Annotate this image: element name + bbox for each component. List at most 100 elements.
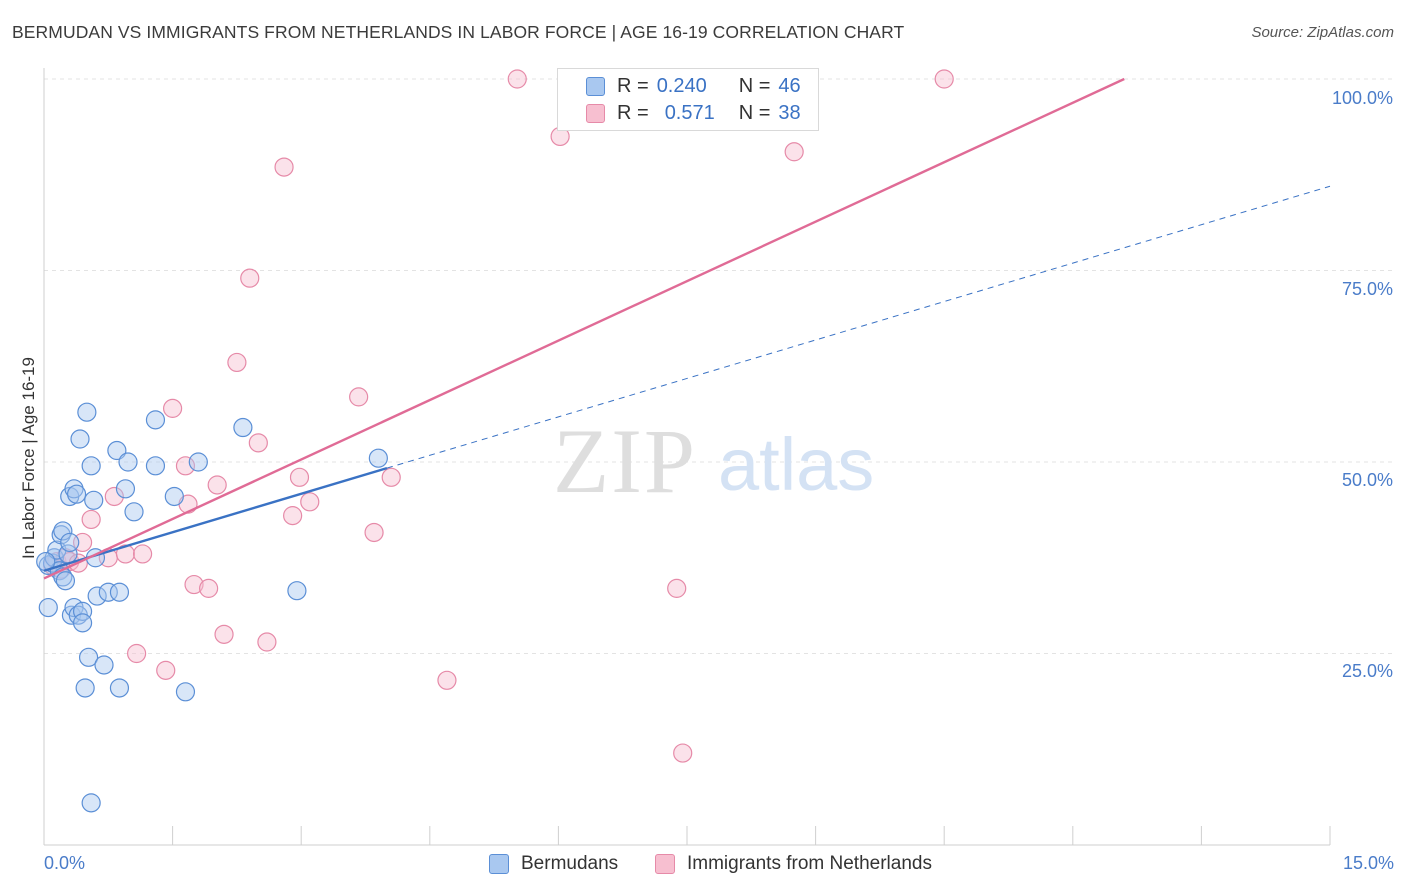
point-bermudans	[87, 586, 107, 606]
point-bermudans	[188, 452, 208, 472]
watermark: ZIP atlas	[553, 410, 874, 512]
legend-r-label: R =	[617, 101, 649, 124]
point-netherlands	[274, 157, 294, 177]
grid-lines	[44, 78, 1392, 654]
point-bermudans	[81, 793, 101, 813]
point-netherlands	[283, 506, 303, 526]
point-bermudans	[109, 582, 130, 602]
point-netherlands	[667, 578, 687, 598]
point-bermudans	[61, 605, 82, 625]
point-netherlands	[156, 660, 176, 680]
point-bermudans	[64, 479, 84, 499]
point-bermudans	[233, 417, 253, 438]
point-bermudans	[115, 479, 136, 499]
bottom-legend-label: Immigrants from Netherlands	[687, 853, 932, 874]
axes	[43, 68, 1331, 846]
point-bermudans	[287, 581, 307, 601]
legend-swatch-blue	[586, 76, 605, 96]
legend-row-netherlands: R = 0.571 N = 38	[586, 101, 801, 125]
point-bermudans	[145, 410, 166, 430]
point-netherlands	[199, 578, 219, 598]
stats-legend: R = 0.240 N = 46 R = 0.571 N = 38	[557, 68, 819, 131]
point-bermudans	[38, 597, 58, 618]
point-bermudans	[60, 532, 80, 553]
watermark-atlas: atlas	[718, 423, 874, 506]
bottom-legend-netherlands: Immigrants from Netherlands	[655, 852, 932, 876]
series-bermudans	[36, 402, 388, 813]
legend-r-label: R =	[617, 74, 649, 97]
x-tick-label-min: 0.0%	[44, 853, 85, 873]
point-bermudans	[84, 490, 104, 510]
point-bermudans	[66, 484, 87, 504]
point-bermudans	[78, 647, 99, 667]
point-netherlands	[364, 522, 384, 543]
point-bermudans	[75, 678, 95, 698]
point-netherlands	[349, 387, 369, 407]
bottom-legend-label: Bermudans	[521, 853, 619, 874]
point-netherlands	[289, 467, 310, 487]
point-netherlands	[104, 486, 124, 507]
y-axis-label: In Labor Force | Age 16-19	[19, 357, 38, 559]
legend-row-bermudans: R = 0.240 N = 46	[586, 74, 801, 98]
point-bermudans	[72, 601, 93, 621]
point-bermudans	[70, 429, 90, 449]
y-tick-label: 25.0%	[1342, 661, 1393, 681]
legend-n-label: N =	[738, 101, 771, 124]
point-netherlands	[784, 142, 804, 162]
point-netherlands	[126, 643, 147, 664]
bottom-legend-bermudans: Bermudans	[489, 852, 618, 876]
point-bermudans	[72, 613, 93, 633]
legend-n-label: N =	[738, 74, 771, 97]
point-netherlands	[184, 574, 204, 595]
point-netherlands	[163, 398, 183, 418]
point-bermudans	[145, 456, 166, 476]
point-bermudans	[77, 402, 97, 422]
x-tick-labels: 0.0% 15.0%	[44, 853, 1394, 873]
point-netherlands	[381, 467, 401, 487]
chart-title: BERMUDAN VS IMMIGRANTS FROM NETHERLANDS …	[12, 22, 905, 42]
point-bermudans	[164, 486, 184, 507]
point-netherlands	[175, 456, 196, 476]
x-tick-label-max: 15.0%	[1343, 853, 1394, 873]
legend-r-value: 0.571	[664, 101, 715, 124]
watermark-zip: ZIP	[553, 410, 697, 512]
point-netherlands	[257, 632, 277, 652]
y-tick-labels: 25.0% 50.0% 75.0% 100.0%	[1332, 88, 1393, 681]
point-bermudans	[53, 521, 73, 541]
trend-line-bermudans	[43, 466, 388, 572]
legend-swatch-pink	[586, 103, 605, 123]
bottom-legend-swatch-blue	[489, 854, 509, 874]
y-tick-label: 100.0%	[1332, 88, 1393, 108]
y-tick-label: 75.0%	[1342, 279, 1393, 299]
point-bermudans	[94, 655, 114, 675]
point-bermudans	[98, 582, 118, 602]
point-netherlands	[507, 69, 527, 89]
point-bermudans	[124, 502, 144, 522]
point-netherlands	[227, 352, 247, 373]
point-netherlands	[240, 268, 260, 288]
point-bermudans	[368, 448, 388, 468]
trend-lines	[43, 77, 1331, 580]
point-bermudans	[118, 452, 138, 472]
bottom-legend-swatch-pink	[655, 854, 675, 874]
point-bermudans	[107, 440, 127, 461]
point-netherlands	[248, 433, 268, 453]
point-netherlands	[673, 743, 693, 763]
chart-source: Source: ZipAtlas.com	[1251, 24, 1394, 41]
x-ticks	[43, 826, 1331, 845]
legend-n-value: 38	[778, 101, 801, 124]
point-bermudans	[81, 456, 101, 476]
point-netherlands	[81, 509, 101, 530]
point-netherlands	[300, 492, 320, 512]
point-netherlands	[934, 69, 954, 89]
point-bermudans	[109, 678, 130, 698]
point-netherlands	[207, 475, 227, 495]
legend-r-value: 0.240	[656, 74, 707, 97]
point-netherlands	[115, 544, 136, 564]
y-tick-label: 50.0%	[1342, 470, 1393, 490]
point-netherlands	[437, 670, 457, 690]
point-bermudans	[55, 571, 76, 591]
point-netherlands	[132, 544, 153, 564]
series-immigrants-from-netherlands	[42, 69, 954, 763]
